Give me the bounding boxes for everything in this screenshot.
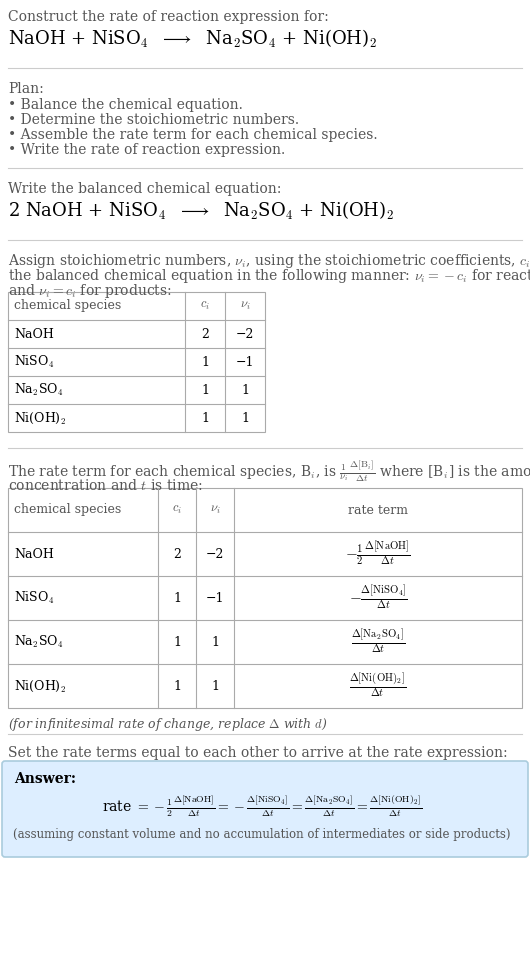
Text: NaOH + NiSO$_4$  $\longrightarrow$  Na$_2$SO$_4$ + Ni(OH)$_2$: NaOH + NiSO$_4$ $\longrightarrow$ Na$_2$… xyxy=(8,28,377,50)
Text: chemical species: chemical species xyxy=(14,504,121,516)
Text: 2 NaOH + NiSO$_4$  $\longrightarrow$  Na$_2$SO$_4$ + Ni(OH)$_2$: 2 NaOH + NiSO$_4$ $\longrightarrow$ Na$_… xyxy=(8,200,394,223)
Text: (for infinitesimal rate of change, replace $\Delta$ with $d$): (for infinitesimal rate of change, repla… xyxy=(8,716,328,733)
Text: Na$_2$SO$_4$: Na$_2$SO$_4$ xyxy=(14,634,64,650)
Bar xyxy=(8,488,522,708)
Text: −1: −1 xyxy=(206,591,224,604)
Text: $-\frac{\Delta[\mathrm{NiSO_4}]}{\Delta t}$: $-\frac{\Delta[\mathrm{NiSO_4}]}{\Delta … xyxy=(349,584,408,612)
Text: NiSO$_4$: NiSO$_4$ xyxy=(14,590,55,606)
Text: Plan:: Plan: xyxy=(8,82,44,96)
Text: and $\nu_i = c_i$ for products:: and $\nu_i = c_i$ for products: xyxy=(8,282,172,300)
Text: 1: 1 xyxy=(173,635,181,648)
Text: 1: 1 xyxy=(211,679,219,693)
Text: • Balance the chemical equation.: • Balance the chemical equation. xyxy=(8,98,243,112)
Text: Set the rate terms equal to each other to arrive at the rate expression:: Set the rate terms equal to each other t… xyxy=(8,746,508,760)
Text: −2: −2 xyxy=(206,548,224,560)
Text: $c_i$: $c_i$ xyxy=(172,504,182,516)
Text: Na$_2$SO$_4$: Na$_2$SO$_4$ xyxy=(14,382,64,398)
Text: $\frac{\Delta[\mathrm{Na_2SO_4}]}{\Delta t}$: $\frac{\Delta[\mathrm{Na_2SO_4}]}{\Delta… xyxy=(351,628,405,656)
Text: $\frac{\Delta[\mathrm{Ni(OH)_2}]}{\Delta t}$: $\frac{\Delta[\mathrm{Ni(OH)_2}]}{\Delta… xyxy=(349,671,407,700)
Text: the balanced chemical equation in the following manner: $\nu_i = -c_i$ for react: the balanced chemical equation in the fo… xyxy=(8,267,530,285)
Text: $\nu_i$: $\nu_i$ xyxy=(240,300,250,312)
Text: $-\frac{1}{2}\frac{\Delta[\mathrm{NaOH}]}{\Delta t}$: $-\frac{1}{2}\frac{\Delta[\mathrm{NaOH}]… xyxy=(345,540,411,568)
Text: 1: 1 xyxy=(211,635,219,648)
Text: 1: 1 xyxy=(173,679,181,693)
Text: 1: 1 xyxy=(201,355,209,369)
Text: Construct the rate of reaction expression for:: Construct the rate of reaction expressio… xyxy=(8,10,329,24)
Text: 1: 1 xyxy=(241,412,249,425)
Text: • Determine the stoichiometric numbers.: • Determine the stoichiometric numbers. xyxy=(8,113,299,127)
Bar xyxy=(8,292,265,432)
Text: • Write the rate of reaction expression.: • Write the rate of reaction expression. xyxy=(8,143,285,157)
Text: Ni(OH)$_2$: Ni(OH)$_2$ xyxy=(14,410,66,426)
Text: −2: −2 xyxy=(236,328,254,341)
Text: NiSO$_4$: NiSO$_4$ xyxy=(14,354,55,370)
Text: 2: 2 xyxy=(173,548,181,560)
Text: rate $= -\frac{1}{2}\frac{\Delta[\mathrm{NaOH}]}{\Delta t} = -\frac{\Delta[\math: rate $= -\frac{1}{2}\frac{\Delta[\mathrm… xyxy=(102,794,422,819)
Text: 1: 1 xyxy=(241,384,249,396)
Text: concentration and $t$ is time:: concentration and $t$ is time: xyxy=(8,478,202,493)
Text: NaOH: NaOH xyxy=(14,548,54,560)
Text: $c_i$: $c_i$ xyxy=(200,300,210,312)
Text: (assuming constant volume and no accumulation of intermediates or side products): (assuming constant volume and no accumul… xyxy=(13,828,511,841)
Text: NaOH: NaOH xyxy=(14,328,54,341)
Text: Assign stoichiometric numbers, $\nu_i$, using the stoichiometric coefficients, $: Assign stoichiometric numbers, $\nu_i$, … xyxy=(8,252,530,270)
Text: Write the balanced chemical equation:: Write the balanced chemical equation: xyxy=(8,182,281,196)
FancyBboxPatch shape xyxy=(2,761,528,857)
Text: Ni(OH)$_2$: Ni(OH)$_2$ xyxy=(14,678,66,694)
Text: The rate term for each chemical species, B$_i$, is $\frac{1}{\nu_i}\frac{\Delta[: The rate term for each chemical species,… xyxy=(8,460,530,484)
Text: rate term: rate term xyxy=(348,504,408,516)
Text: 1: 1 xyxy=(201,384,209,396)
Text: 1: 1 xyxy=(201,412,209,425)
Text: • Assemble the rate term for each chemical species.: • Assemble the rate term for each chemic… xyxy=(8,128,377,142)
Text: Answer:: Answer: xyxy=(14,772,76,786)
Text: 2: 2 xyxy=(201,328,209,341)
Text: chemical species: chemical species xyxy=(14,300,121,312)
Text: $\nu_i$: $\nu_i$ xyxy=(209,504,220,516)
Text: 1: 1 xyxy=(173,591,181,604)
Text: −1: −1 xyxy=(236,355,254,369)
